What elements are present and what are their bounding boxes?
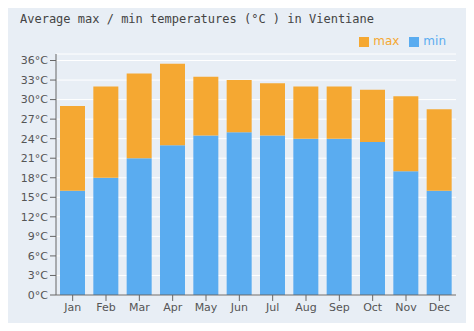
svg-text:36°C: 36°C bbox=[21, 54, 48, 67]
svg-text:3°C: 3°C bbox=[28, 269, 48, 282]
svg-text:9°C: 9°C bbox=[28, 230, 48, 243]
svg-text:Feb: Feb bbox=[96, 301, 115, 314]
html-text:min: min bbox=[423, 34, 446, 48]
svg-text:Aug: Aug bbox=[295, 301, 316, 314]
html-text:max: max bbox=[373, 34, 400, 48]
svg-text:12°C: 12°C bbox=[21, 211, 48, 224]
svg-text:Jul: Jul bbox=[265, 301, 279, 314]
svg-text:Oct: Oct bbox=[363, 301, 383, 314]
svg-text:Jun: Jun bbox=[230, 301, 248, 314]
svg-text:6°C: 6°C bbox=[28, 250, 48, 263]
html-text:Average max / min temperatures: Average max / min temperatures (°C ) in … bbox=[20, 12, 374, 26]
svg-text:0°C: 0°C bbox=[28, 289, 48, 302]
svg-text:Sep: Sep bbox=[329, 301, 350, 314]
svg-text:Mar: Mar bbox=[129, 301, 150, 314]
svg-text:Nov: Nov bbox=[395, 301, 417, 314]
svg-text:24°C: 24°C bbox=[21, 133, 48, 146]
svg-text:Apr: Apr bbox=[163, 301, 183, 314]
svg-text:33°C: 33°C bbox=[21, 74, 48, 87]
svg-text:18°C: 18°C bbox=[21, 172, 48, 185]
svg-text:27°C: 27°C bbox=[21, 113, 48, 126]
svg-text:30°C: 30°C bbox=[21, 93, 48, 106]
svg-text:21°C: 21°C bbox=[21, 152, 48, 165]
svg-text:Dec: Dec bbox=[429, 301, 450, 314]
svg-text:Jan: Jan bbox=[63, 301, 81, 314]
svg-text:May: May bbox=[195, 301, 218, 314]
svg-text:15°C: 15°C bbox=[21, 191, 48, 204]
